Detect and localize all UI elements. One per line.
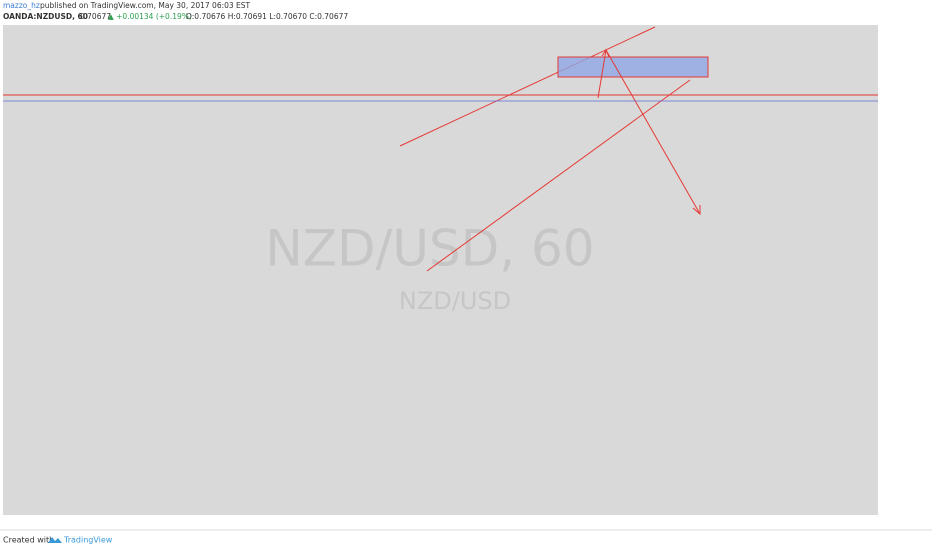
- symbol: OANDA:NZDUSD, 60: [3, 12, 88, 21]
- footer-created: Created with: [3, 536, 54, 545]
- author[interactable]: mazzo_hz: [3, 1, 40, 10]
- arrowhead: [601, 48, 610, 58]
- change: ▲ +0.00134 (+0.19%): [108, 12, 192, 21]
- trendline: [426, 79, 691, 272]
- trendline: [399, 26, 656, 147]
- zone: [557, 56, 709, 78]
- footer-brand[interactable]: TradingView: [63, 536, 113, 545]
- watermark: NZD/USD, 60: [265, 220, 594, 278]
- logo: [48, 537, 62, 543]
- ohlc: O:0.70676 H:0.70691 L:0.70670 C:0.70677: [186, 12, 348, 21]
- annotations: [3, 26, 878, 272]
- plot-area: [3, 25, 878, 515]
- last: 0.70677: [80, 12, 111, 21]
- arrowhead: [692, 205, 701, 216]
- watermark-sub: NZD/USD: [399, 287, 511, 315]
- published: published on TradingView.com, May 30, 20…: [40, 1, 251, 10]
